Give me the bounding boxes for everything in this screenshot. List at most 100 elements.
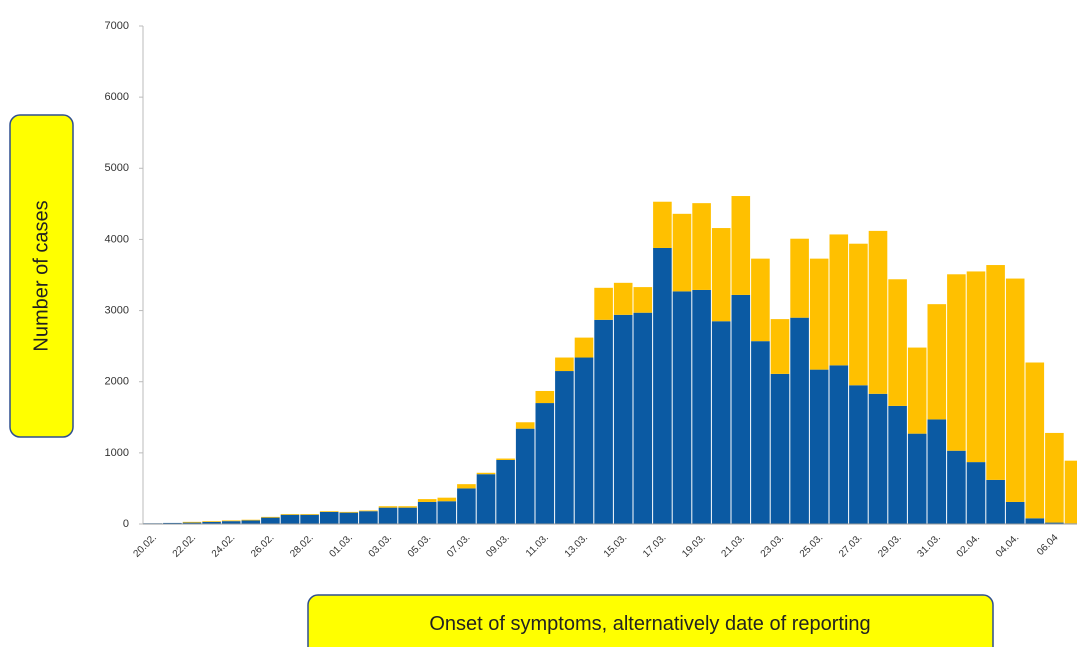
bar-segment — [672, 213, 692, 292]
bar-segment — [574, 337, 594, 358]
bar-segment — [457, 484, 476, 489]
bar-segment — [241, 519, 261, 521]
bar-segment — [809, 258, 829, 370]
bar-segment — [868, 230, 888, 394]
bar-segment — [398, 506, 417, 508]
bar-segment — [241, 520, 261, 524]
bar-segment — [809, 369, 829, 524]
y-axis-title: Number of cases — [30, 200, 52, 351]
x-tick-label: 15.03. — [602, 532, 629, 559]
bar-segment — [535, 390, 555, 404]
bar-segment — [1005, 278, 1025, 502]
bar-segment — [594, 319, 613, 524]
bar-segment — [692, 289, 711, 524]
bar-segment — [966, 271, 986, 463]
bar-segment — [1064, 460, 1077, 524]
bar-segment — [476, 472, 496, 475]
bar-segment — [378, 507, 398, 524]
x-tick-label: 13.03. — [563, 532, 590, 559]
bar-segment — [280, 514, 300, 524]
y-tick-label: 1000 — [105, 447, 129, 459]
bar-segment — [339, 512, 359, 524]
bar-segment — [496, 459, 515, 524]
bar-segment — [711, 321, 731, 524]
bar-segment — [907, 347, 927, 434]
x-label-box — [307, 594, 994, 647]
x-tick-label: 24.02. — [210, 532, 237, 559]
bar-segment — [888, 405, 907, 524]
x-tick-label: 11.03. — [524, 532, 551, 559]
bar-segment — [849, 243, 868, 386]
bar-segment — [300, 514, 319, 524]
bar-segment — [300, 514, 319, 515]
bar-segment — [417, 499, 437, 502]
bar-segment — [261, 517, 280, 524]
bar-segment — [790, 317, 809, 524]
y-label-box — [9, 114, 74, 438]
x-tick-label: 31.03. — [915, 532, 942, 559]
bar-segment — [868, 393, 888, 524]
bar-segment — [555, 357, 574, 372]
x-tick-label: 01.03. — [327, 532, 354, 559]
x-tick-label: 09.03. — [484, 532, 511, 559]
bar-segment — [1025, 362, 1045, 519]
bar-segment — [182, 521, 202, 523]
bar-segment — [221, 520, 241, 522]
bar-segment — [770, 319, 790, 374]
bar-segment — [633, 287, 653, 313]
bar-segment — [515, 422, 535, 429]
bar-segment — [574, 357, 594, 524]
bar-segment — [907, 433, 927, 524]
bar-segment — [221, 521, 241, 524]
bar-segment — [202, 521, 221, 524]
bar-segment — [1045, 432, 1064, 523]
bar-segment — [751, 341, 770, 524]
bar-segment — [398, 507, 417, 524]
bar-segment — [182, 522, 202, 524]
y-tick-label: 5000 — [105, 162, 129, 174]
bar-segment — [1025, 518, 1045, 524]
x-tick-label: 19.03. — [680, 532, 707, 559]
bar-segment — [927, 419, 947, 524]
bar-segment — [319, 511, 339, 524]
bar-segment — [731, 294, 751, 524]
bar-segment — [711, 228, 731, 322]
bar-segment — [1005, 501, 1025, 524]
bar-segment — [947, 274, 966, 451]
x-tick-label: 02.04. — [955, 532, 982, 559]
bar-segment — [613, 282, 633, 315]
bar-segment — [1045, 522, 1064, 524]
x-tick-label: 17.03. — [641, 532, 668, 559]
bar-segment — [829, 365, 849, 524]
bar-segment — [339, 511, 359, 513]
x-tick-label: 29.03. — [876, 532, 903, 559]
x-axis-title: Onset of symptoms, alternatively date of… — [429, 613, 870, 635]
bar-segment — [966, 462, 986, 524]
bar-segment — [613, 314, 633, 524]
bar-segment — [751, 258, 770, 342]
bar-segment — [437, 501, 457, 524]
y-tick-label: 0 — [123, 518, 129, 530]
x-tick-label: 22.02. — [171, 532, 198, 559]
bar-segment — [594, 287, 613, 320]
bar-segment — [202, 521, 221, 522]
bar-segment — [927, 304, 947, 420]
bar-segment — [947, 450, 966, 524]
bar-segment — [359, 511, 378, 524]
bar-segment — [535, 403, 555, 524]
bar-segment — [692, 203, 711, 290]
x-tick-label: 20.02. — [131, 532, 158, 559]
x-tick-label: 03.03. — [367, 532, 394, 559]
bar-segment — [476, 474, 496, 524]
bar-segment — [986, 479, 1005, 524]
x-tick-label: 06.04 — [1035, 532, 1061, 558]
y-tick-label: 6000 — [105, 91, 129, 103]
bar-segment — [849, 385, 868, 524]
bar-segment — [888, 279, 907, 406]
bar-segment — [457, 488, 476, 524]
x-tick-label: 07.03. — [445, 532, 472, 559]
x-tick-label: 21.03. — [719, 532, 746, 559]
bar-segment — [496, 458, 515, 460]
x-tick-label: 28.02. — [288, 532, 315, 559]
